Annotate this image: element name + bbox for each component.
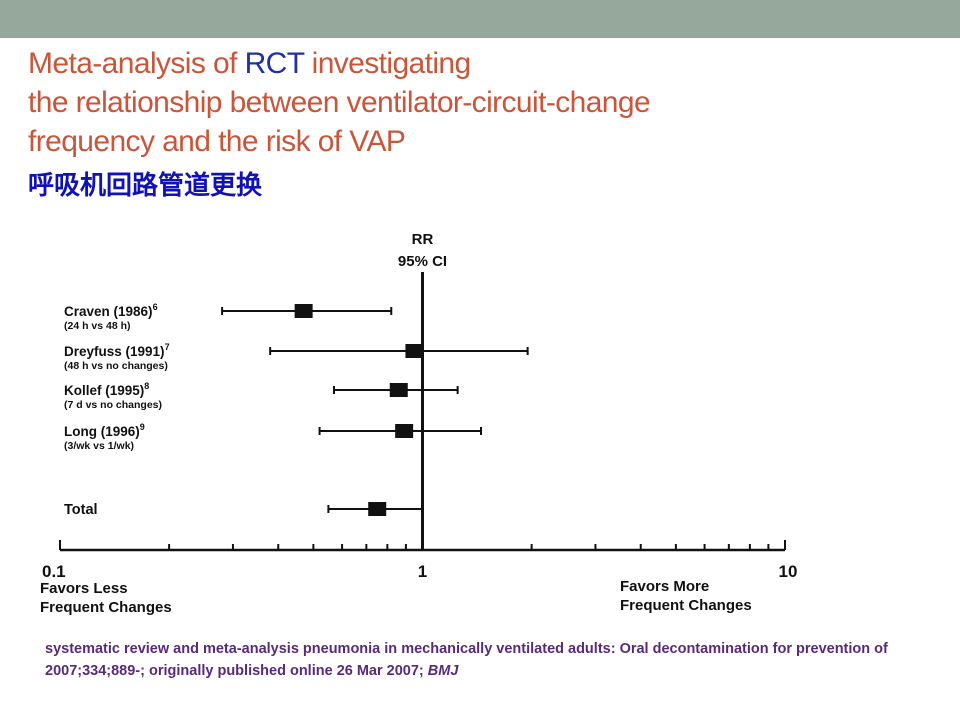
title-line-1-end: investigating — [303, 47, 472, 80]
tick-label: 10 — [779, 562, 798, 581]
point-estimate — [294, 304, 313, 318]
citation: systematic review and meta-analysis pneu… — [45, 638, 925, 682]
study-label: Dreyfuss (1991)7 — [64, 342, 170, 359]
left-label-line-1: Favors Less — [40, 580, 128, 597]
study-sublabel: (48 h vs no changes) — [64, 360, 168, 372]
header-rr: RR — [412, 231, 434, 248]
citation-text: systematic review and meta-analysis pneu… — [45, 641, 888, 679]
title-line-1: Meta-analysis of RCT investigating — [28, 44, 650, 83]
slide-title: Meta-analysis of RCT investigating the r… — [28, 44, 651, 161]
right-label-line-2: Frequent Changes — [620, 597, 752, 614]
top-bar — [0, 0, 960, 38]
study-sublabel: (7 d vs no changes) — [64, 399, 162, 411]
study-label: Long (1996)9 — [64, 422, 145, 439]
study-sublabel: (3/wk vs 1/wk) — [64, 440, 134, 452]
citation-journal: BMJ — [427, 663, 459, 679]
study-label: Kollef (1995)8 — [64, 381, 149, 398]
title-rct: RCT — [244, 47, 305, 80]
left-label-line-2: Frequent Changes — [40, 599, 172, 616]
point-estimate — [395, 424, 414, 438]
tick-label: 0.1 — [42, 562, 66, 581]
point-estimate — [389, 383, 408, 397]
title-line-1-start: Meta-analysis of — [28, 47, 245, 80]
study-sublabel: (24 h vs 48 h) — [64, 320, 131, 332]
header-ci: 95% CI — [398, 253, 447, 270]
right-label-line-1: Favors More — [620, 578, 709, 595]
total-label: Total — [64, 502, 98, 518]
slide-subtitle-chinese: 呼吸机回路管道更换 — [28, 171, 263, 201]
title-line-3: frequency and the risk of VAP — [28, 125, 406, 158]
study-label: Craven (1986)6 — [64, 302, 158, 319]
title-line-2: the relationship between ventilator-circ… — [28, 86, 651, 119]
tick-label: 1 — [418, 562, 427, 581]
point-estimate — [405, 344, 424, 358]
total-point-estimate — [368, 502, 387, 516]
